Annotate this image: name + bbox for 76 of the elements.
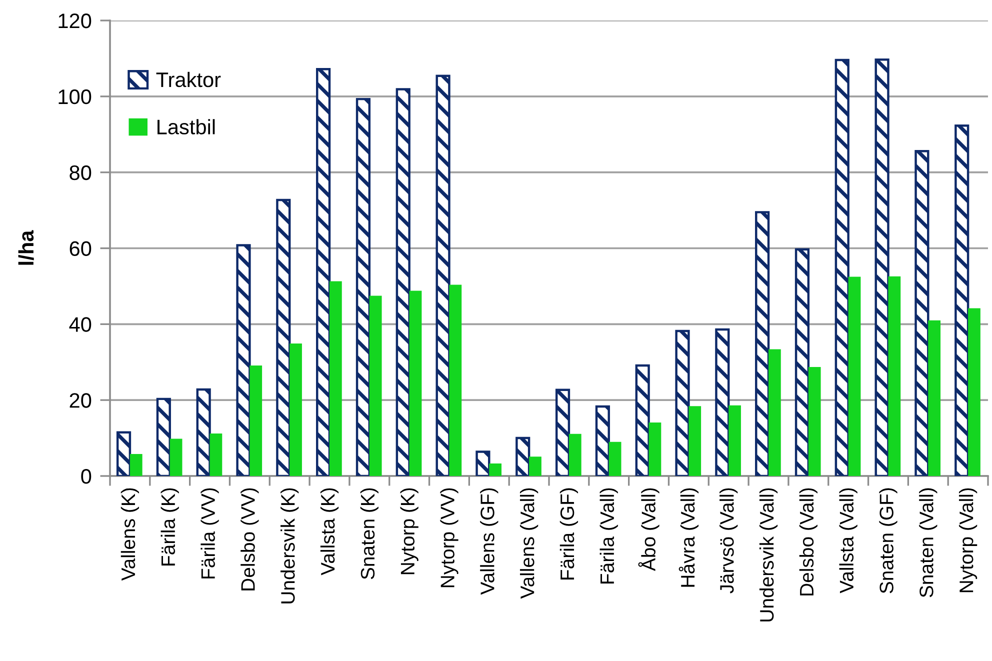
bar <box>436 74 450 476</box>
y-tick-label: 0 <box>81 469 92 484</box>
bar <box>210 433 222 476</box>
bar <box>330 281 342 476</box>
bar <box>635 364 650 476</box>
bar <box>396 88 410 476</box>
y-tick-label: 120 <box>58 14 92 28</box>
bar <box>568 434 582 476</box>
x-tick-label: Färila (VV) <box>200 488 219 578</box>
legend-label: Traktor <box>156 72 221 88</box>
bar <box>608 442 622 476</box>
y-tick-label: 60 <box>70 241 92 256</box>
x-tick-label: Vallsta (Vall) <box>839 488 858 594</box>
bar <box>648 422 662 476</box>
x-tick-label: Vallsta (K) <box>320 488 339 576</box>
x-tick-label: Delsbo (Vall) <box>799 488 818 596</box>
bar <box>130 454 142 476</box>
bar <box>116 431 132 476</box>
x-tick-label: Vallens (Vall) <box>520 488 538 599</box>
x-tick-label: Snaten (K) <box>360 488 378 580</box>
x-tick-label: Vallens (GF) <box>480 488 498 595</box>
bar <box>489 463 502 476</box>
bar <box>449 284 462 476</box>
x-tick-label: Färila (Vall) <box>600 488 618 584</box>
x-tick-label: Järvsö (Vall) <box>720 488 738 594</box>
bar <box>874 58 890 476</box>
x-tick-label: Delsbo (VV) <box>240 488 259 590</box>
x-tick-label: Nytorp (K) <box>400 488 418 574</box>
bar <box>369 296 382 476</box>
bar <box>928 320 941 476</box>
bar <box>715 328 730 476</box>
bar <box>688 406 702 476</box>
y-tick-label: 40 <box>69 317 92 332</box>
bar <box>236 244 251 476</box>
y-tick-label: 100 <box>58 89 92 104</box>
bar <box>276 198 291 476</box>
x-tick-label: Vallens (K) <box>120 488 140 581</box>
bar <box>290 344 302 476</box>
bar <box>675 330 690 476</box>
bar <box>954 124 970 476</box>
bar <box>250 366 262 476</box>
bar <box>888 276 901 476</box>
bar <box>555 388 570 476</box>
x-tick-label: Färila (GF) <box>560 488 578 580</box>
bar <box>170 438 182 476</box>
x-tick-label: Snaten (Vall) <box>919 488 938 598</box>
bar <box>768 349 781 476</box>
bar <box>516 436 530 476</box>
bar <box>595 405 610 476</box>
bar <box>409 290 422 476</box>
x-tick-label: Åbo (Vall) <box>638 488 660 572</box>
x-tick-label: Nytorp (Vall) <box>958 488 978 592</box>
legend-label: Lastbil <box>158 119 215 134</box>
bar <box>848 276 861 476</box>
bar <box>476 450 490 476</box>
bar <box>316 68 331 476</box>
bar <box>529 456 542 476</box>
x-tick-label: Håvra (Vall) <box>678 488 699 587</box>
bar <box>794 248 810 476</box>
bar <box>808 367 821 476</box>
x-tick-label: Undersvik (K) <box>280 488 299 604</box>
x-tick-label: Snaten (GF) <box>879 488 898 594</box>
x-tick-label: Undersvik (Vall) <box>759 488 778 622</box>
y-axis-title: l/ha <box>18 230 34 265</box>
bar <box>968 308 980 476</box>
y-tick-label: 20 <box>70 393 92 408</box>
bar <box>356 98 371 476</box>
bar <box>914 150 930 476</box>
bar <box>728 405 741 476</box>
x-tick-label: Färila (K) <box>160 488 179 566</box>
bar <box>834 58 850 476</box>
y-tick-label: 80 <box>70 165 92 180</box>
x-tick-label: Nytorp (VV) <box>440 488 458 588</box>
bar <box>755 211 770 476</box>
bar <box>156 398 171 476</box>
bar <box>196 388 211 476</box>
